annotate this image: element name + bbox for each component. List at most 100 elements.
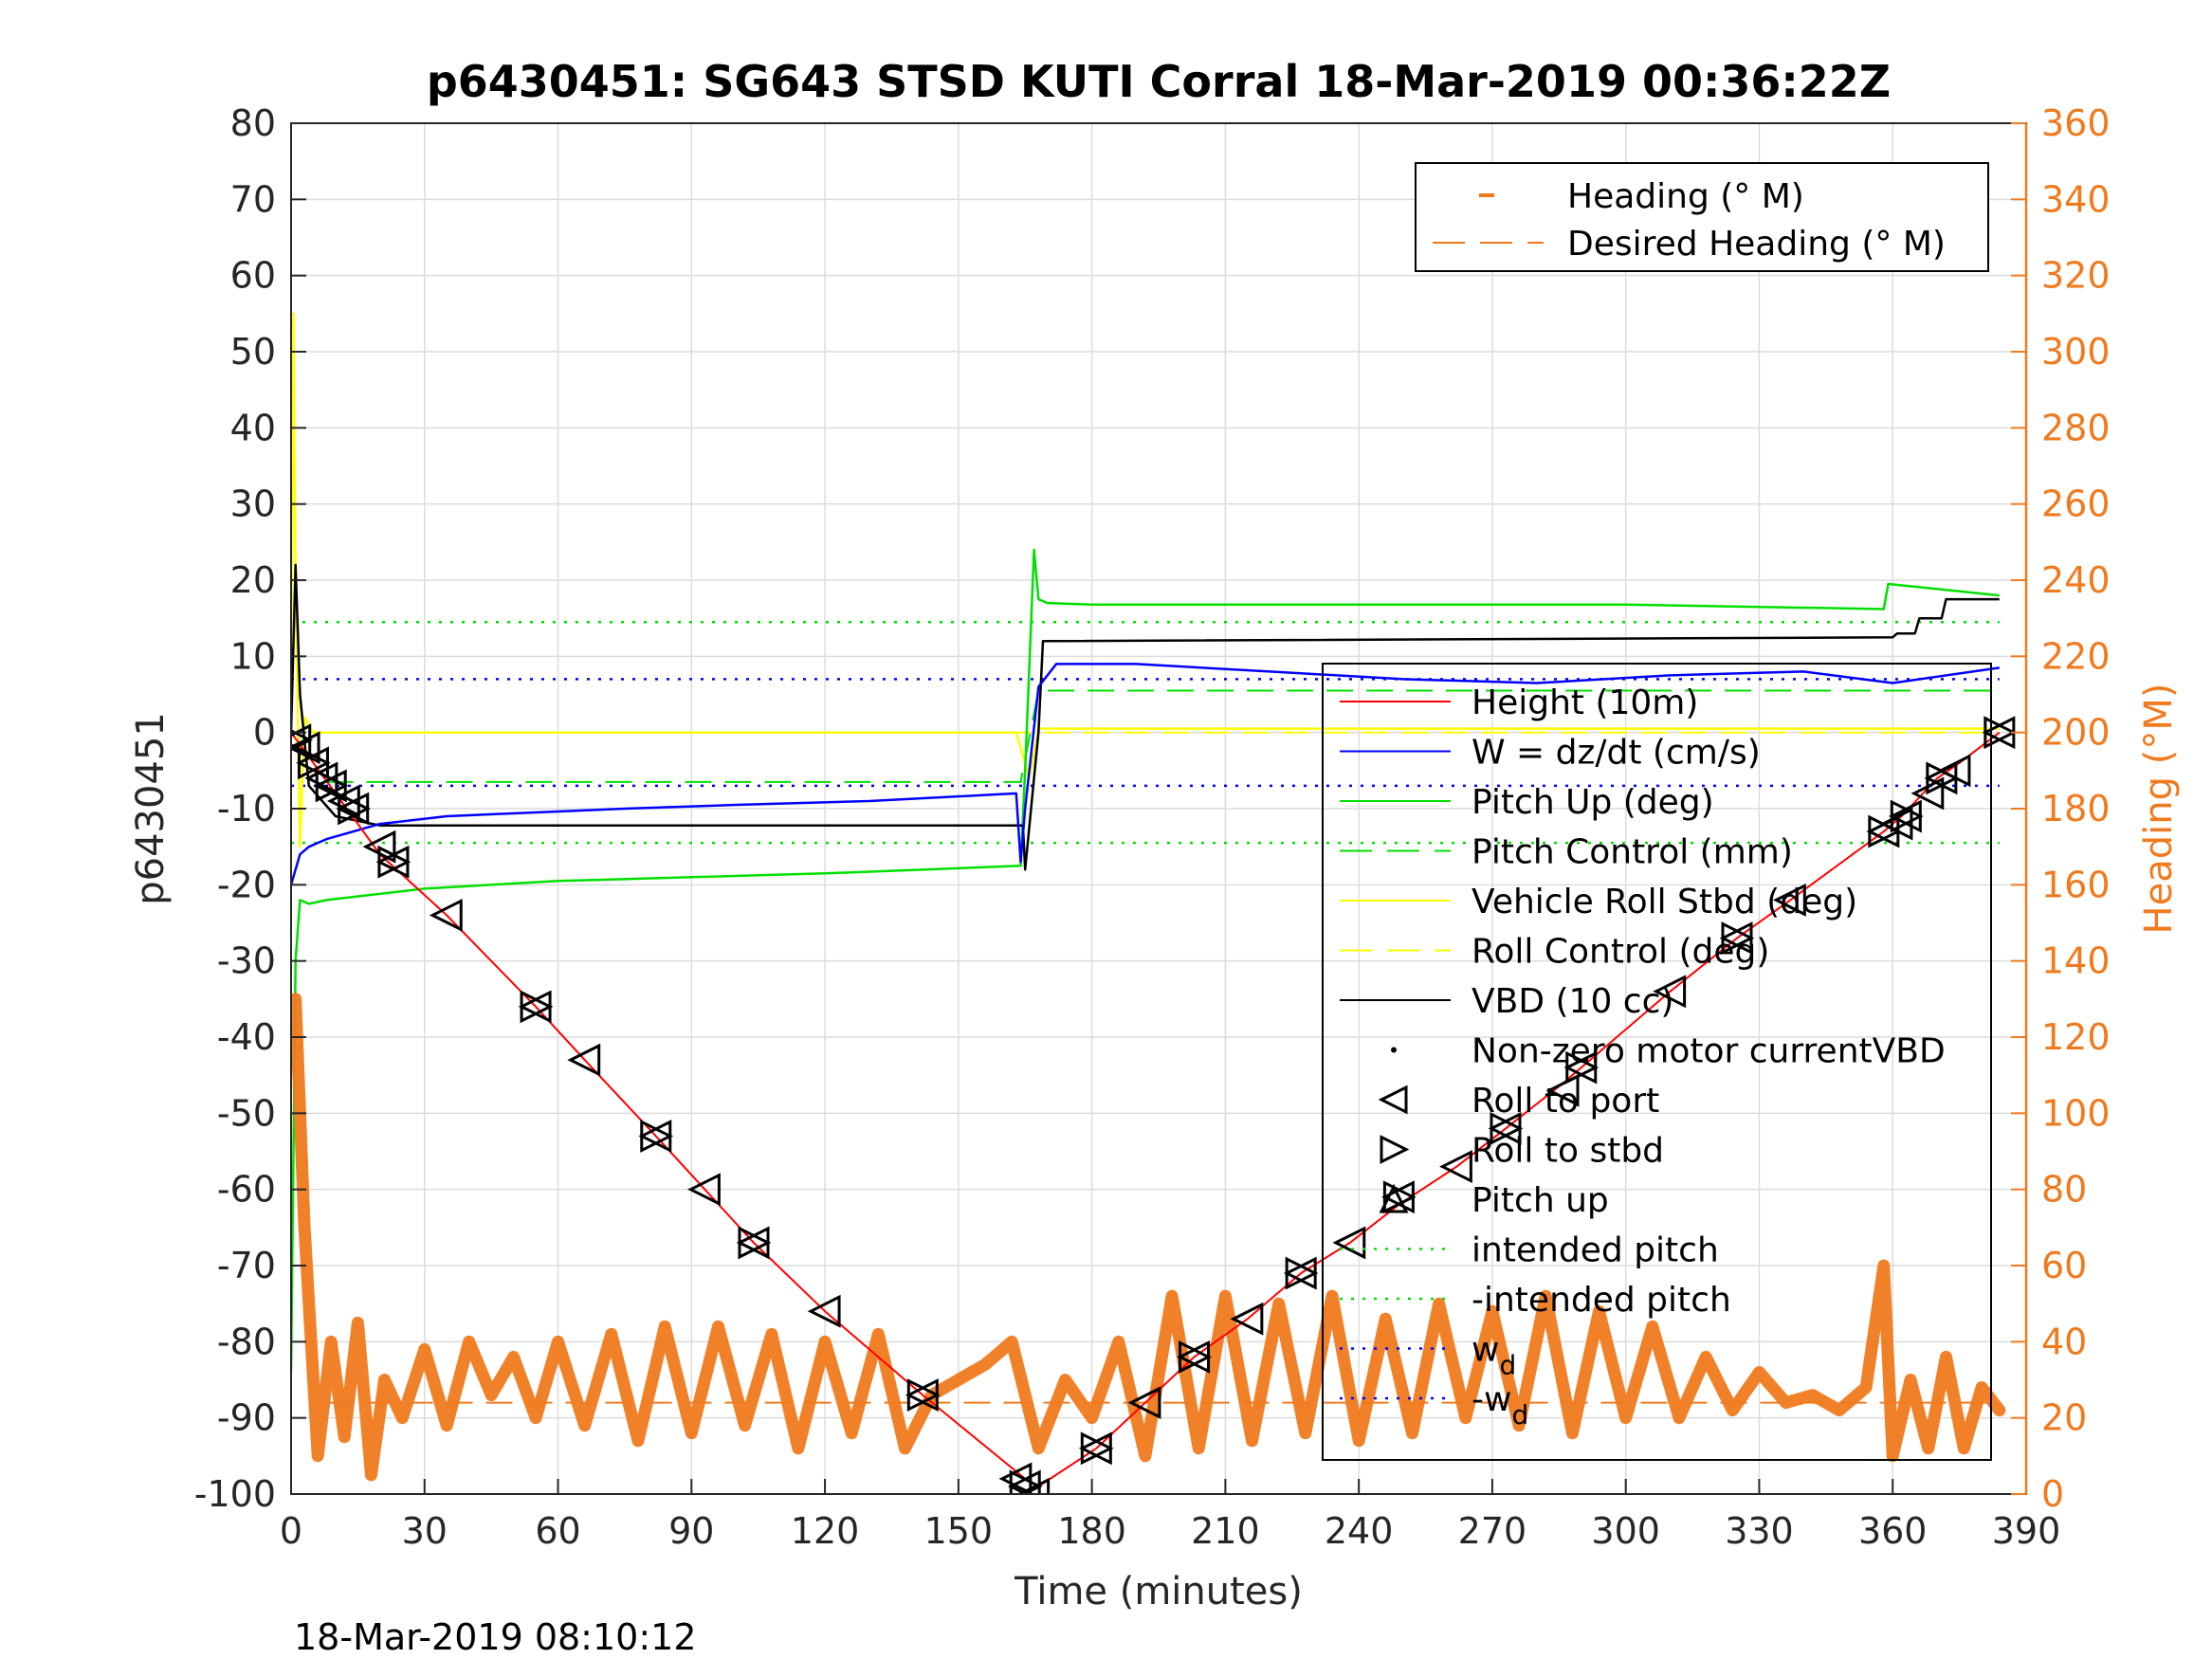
y-tick-label: -70 [217,1245,276,1286]
roll-to-stbd-marker [338,792,372,826]
y-axis-right-label: Heading (°M) [2137,684,2181,935]
legend-main-label: Roll Control (deg) [1472,933,1769,972]
y-right-tick-label: 280 [2041,407,2111,448]
roll-to-port-marker [567,1043,601,1077]
roll-to-port-marker [291,731,320,765]
roll-to-port-marker [1127,1386,1161,1420]
y-right-tick-label: 140 [2041,940,2111,982]
roll-to-stbd-marker [1179,1340,1212,1374]
roll-to-stbd-marker [1382,1180,1417,1214]
legend-main-label: VBD (10 cc) [1472,982,1673,1021]
legend-subscript: d [1499,1350,1516,1381]
x-axis-ticks: 0 30 60 90 120 150 180 210 240 270 300 330 360 390 [280,1479,2060,1552]
roll-to-port-marker [1879,807,1913,841]
y-tick-label: -90 [217,1397,276,1439]
legend-subscript: d [1511,1399,1528,1431]
roll-to-port-marker [1545,1073,1580,1107]
legend-swatch-9 [1380,1135,1410,1164]
roll-to-stbd-marker [1565,1050,1600,1085]
y-tick-label: -50 [217,1092,276,1134]
y-tick-label: 80 [230,102,276,144]
y-right-tick-label: 180 [2041,788,2111,830]
legend-main-label: Pitch Up (deg) [1472,783,1714,822]
x-tick-label: 270 [1458,1510,1527,1552]
y-tick-label: 30 [230,483,276,525]
legend-heading-label: Heading (° M) [1567,177,1804,216]
legend-main-label: W = dz/dt (cm/s) [1472,734,1761,773]
y-right-tick-label: 120 [2041,1016,2111,1058]
roll-to-port-marker [998,1462,1033,1494]
series-pitch-up-deg [291,548,2000,1373]
legend-main-box [1322,663,1992,1461]
y-right-tick-label: 80 [2041,1169,2087,1211]
y-axis-right-ticks: 3603403203002802602402202001801601401201… [2011,102,2111,1515]
y-tick-label: -80 [217,1321,276,1362]
y-right-tick-label: 340 [2041,178,2111,220]
y-right-tick-label: 40 [2041,1321,2087,1362]
roll-to-port-marker [1439,1150,1472,1183]
y-right-tick-label: 220 [2041,635,2111,677]
series-height-10m [291,731,2001,1487]
y-tick-label: 0 [253,712,276,754]
legend-main-label: Pitch Control (mm) [1472,833,1793,872]
roll-to-stbd-marker [738,1226,772,1260]
roll-to-port-marker [326,784,360,818]
roll-to-port-marker [1937,754,1971,788]
y-tick-label: -40 [217,1016,276,1058]
roll-to-stbd-marker [1721,921,1755,955]
roll-marker-layer [291,716,2018,1494]
roll-to-stbd-marker [1983,716,2018,750]
x-tick-label: 0 [280,1510,302,1552]
y-tick-label: 70 [230,178,276,220]
roll-to-stbd-marker [640,1120,674,1153]
roll-to-port-marker [1653,975,1687,1009]
y-tick-label: 60 [230,255,276,297]
roll-to-stbd-marker [906,1378,941,1412]
y-right-tick-label: 160 [2041,864,2111,905]
roll-to-port-marker [1016,1477,1051,1494]
y-tick-label: -30 [217,940,276,982]
roll-to-stbd-marker [1490,1111,1524,1145]
roll-to-port-marker [1230,1302,1264,1336]
legend-heading-label: Desired Heading (° M) [1567,225,1946,264]
roll-to-stbd-marker [520,990,554,1024]
legend-main-label: Roll to port [1472,1082,1659,1121]
y-tick-label: -10 [217,788,276,830]
y-axis-label: p6430451 [129,712,173,905]
y-right-tick-label: 100 [2041,1092,2111,1134]
y-right-tick-label: 360 [2041,102,2111,144]
roll-to-port-marker [1772,883,1806,917]
y-tick-label: -60 [217,1169,276,1211]
legend-main-label: intended pitch [1472,1231,1719,1270]
legend-main-label: Height (10m) [1472,684,1698,722]
x-tick-label: 180 [1057,1510,1126,1552]
roll-to-stbd-marker [315,769,349,803]
y-tick-label: 10 [230,635,276,677]
x-tick-label: 150 [924,1510,994,1552]
legend-swatch-7 [1391,1047,1397,1053]
roll-to-port-marker [429,899,463,932]
x-axis-label: Time (minutes) [1014,1570,1303,1613]
roll-to-port-marker [1332,1226,1366,1260]
roll-to-stbd-marker [1285,1256,1319,1290]
y-tick-label: 20 [230,559,276,601]
x-tick-label: 90 [668,1510,714,1552]
x-tick-label: 330 [1725,1510,1794,1552]
y-axis-ticks: 80 70 60 50 40 30 20 10 0 -10 -20 -30 -40 -50 -60 -70 -8… [194,102,306,1515]
legend-swatch-8 [1378,1085,1408,1115]
legend-heading: Heading (° M) Desired Heading (° M) [1415,162,1989,272]
timestamp: 18-Mar-2019 08:10:12 [294,1616,697,1658]
y-tick-label: 50 [230,331,276,373]
y-right-tick-label: 300 [2041,331,2111,373]
roll-to-stbd-marker [1080,1431,1114,1466]
roll-to-stbd-marker [377,845,411,879]
y-tick-label: 40 [230,407,276,448]
y-right-tick-label: 20 [2041,1397,2087,1439]
x-tick-label: 30 [402,1510,448,1552]
legend-main: Height (10m) W = dz/dt (cm/s) Pitch Up (de… [1322,663,1992,1461]
series-vehicle-roll-stbd-deg [291,312,2000,848]
y-tick-label: -20 [217,864,276,905]
y-right-tick-label: 260 [2041,483,2111,525]
legend-main-label: Roll to stbd [1472,1132,1664,1171]
